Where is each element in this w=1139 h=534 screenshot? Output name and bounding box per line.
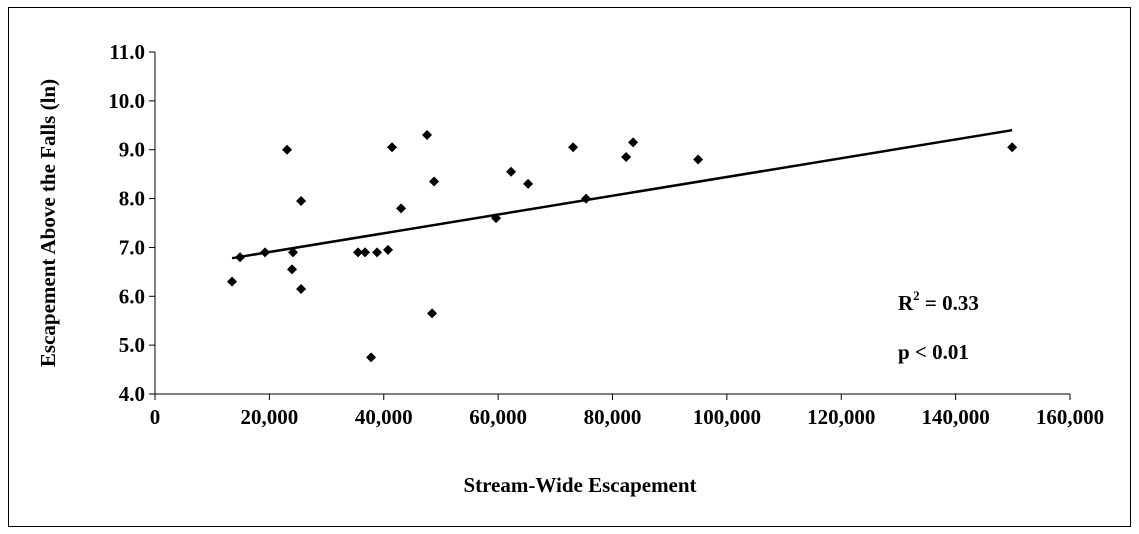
- point: [387, 142, 398, 153]
- point: [296, 283, 307, 294]
- point: [628, 137, 639, 148]
- y-tick-label: 6.0: [119, 284, 145, 308]
- point: [366, 352, 377, 363]
- annotation-sup: 2: [913, 288, 920, 303]
- x-tick-label: 140,000: [922, 405, 990, 429]
- trendline: [231, 128, 1013, 260]
- x-axis-label: Stream-Wide Escapement: [463, 473, 696, 497]
- y-tick-label: 4.0: [119, 382, 145, 406]
- x-tick-label: 20,000: [241, 405, 299, 429]
- point: [383, 244, 394, 255]
- point: [288, 247, 299, 258]
- y-tick-label: 7.0: [119, 235, 145, 259]
- point: [429, 176, 440, 187]
- y-tick-label: 5.0: [119, 333, 145, 357]
- point: [235, 252, 246, 263]
- x-tick-label: 0: [150, 405, 161, 429]
- point: [422, 130, 433, 141]
- y-tick-label: 10.0: [108, 89, 145, 113]
- annotation-rest: = 0.33: [920, 291, 979, 315]
- point: [227, 276, 238, 287]
- point: [372, 247, 383, 258]
- annotation-text: R: [898, 291, 914, 315]
- y-axis-label: Escapement Above the Falls (ln): [36, 79, 60, 367]
- point: [491, 213, 502, 224]
- point: [523, 178, 534, 189]
- point: [282, 144, 293, 155]
- point: [581, 193, 592, 204]
- point: [1007, 142, 1018, 153]
- chart-frame: [8, 7, 1131, 527]
- point: [427, 308, 438, 319]
- y-tick-label: 8.0: [119, 187, 145, 211]
- point: [287, 264, 298, 275]
- annotation: R2 = 0.33: [898, 288, 979, 315]
- point: [296, 196, 307, 207]
- annotation: p < 0.01: [898, 340, 969, 364]
- point: [506, 166, 517, 177]
- x-tick-label: 80,000: [584, 405, 642, 429]
- point: [360, 247, 371, 258]
- point: [353, 247, 364, 258]
- point: [260, 247, 271, 258]
- x-tick-label: 120,000: [807, 405, 875, 429]
- x-tick-label: 40,000: [355, 405, 413, 429]
- x-tick-label: 160,000: [1036, 405, 1104, 429]
- y-tick-label: 11.0: [109, 40, 145, 64]
- y-tick-label: 9.0: [119, 138, 145, 162]
- point: [568, 142, 579, 153]
- point: [693, 154, 704, 165]
- point: [621, 152, 632, 163]
- point: [396, 203, 407, 214]
- x-tick-label: 100,000: [693, 405, 761, 429]
- x-tick-label: 60,000: [469, 405, 527, 429]
